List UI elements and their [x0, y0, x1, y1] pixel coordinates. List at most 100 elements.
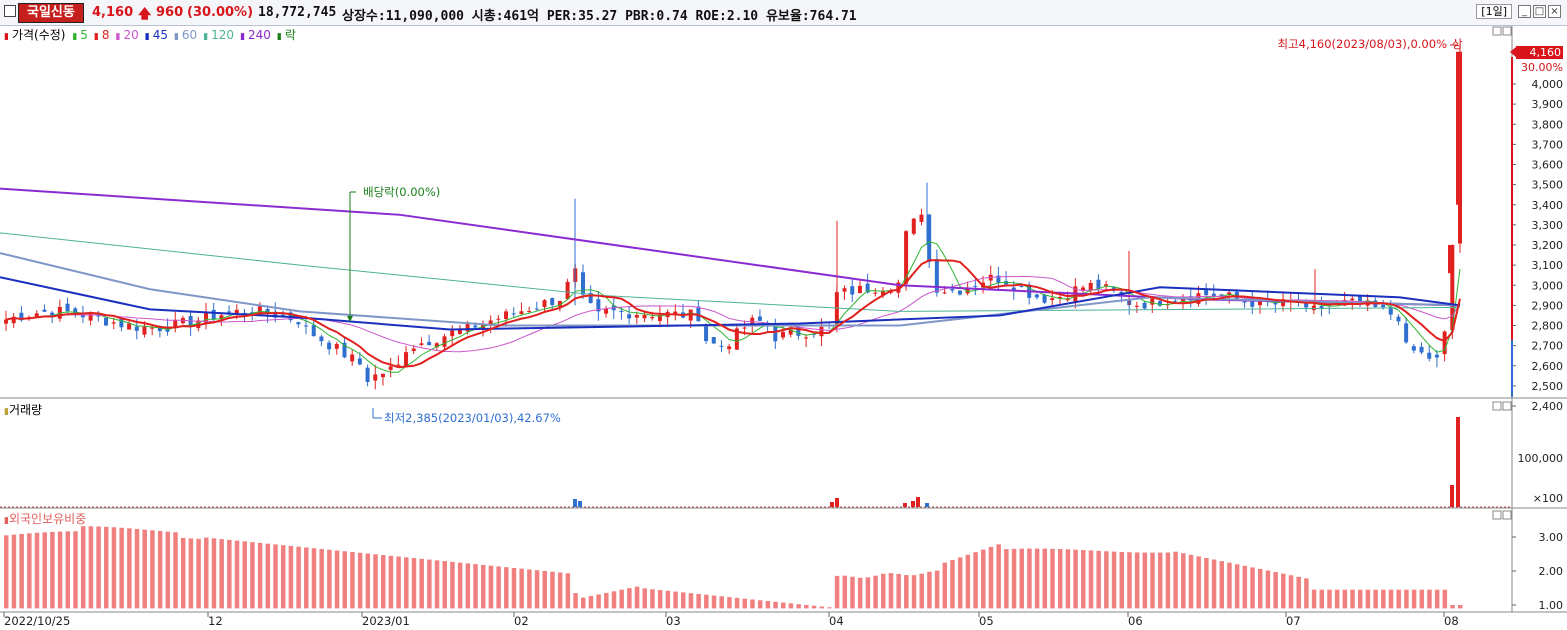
- foreign-bar: [504, 567, 509, 609]
- candle-body: [104, 317, 109, 326]
- candle-body: [488, 320, 493, 324]
- candle-body: [750, 317, 755, 324]
- candle-body: [1065, 298, 1070, 301]
- foreign-bar: [1419, 589, 1425, 609]
- candle-body: [711, 337, 716, 344]
- candle-body: [1150, 297, 1155, 305]
- foreign-bar: [1388, 589, 1394, 609]
- candle-body: [1357, 296, 1362, 304]
- y-tick-label: 3,400: [1532, 199, 1564, 212]
- foreign-bar: [465, 563, 471, 609]
- foreign-bar: [165, 531, 171, 609]
- candle-body: [527, 310, 532, 312]
- candle-body: [88, 312, 93, 321]
- volume-bar: [911, 501, 915, 507]
- foreign-bar: [673, 591, 678, 609]
- foreign-bar: [742, 598, 748, 609]
- candle-body: [80, 314, 85, 318]
- foreign-bar: [327, 549, 332, 609]
- foreign-bar: [1257, 568, 1263, 609]
- candle-body: [1081, 287, 1086, 291]
- ma-legend: ▮ 5 ▮ 8 ▮ 20 ▮ 45 ▮ 60 ▮ 120 ▮ 240 ▮ 락: [72, 28, 302, 42]
- candle-body: [927, 214, 932, 262]
- foreign-bar: [973, 552, 978, 609]
- foreign-bar: [750, 599, 755, 609]
- y-tick-label: 3,500: [1532, 179, 1564, 192]
- foreign-bar: [342, 551, 347, 609]
- price-legend: ▮ 가격(수정) ▮ 5 ▮ 8 ▮ 20 ▮ 45 ▮ 60 ▮ 120 ▮ 240 ▮ 락: [4, 26, 305, 43]
- price-pointer-icon: [1510, 47, 1516, 57]
- candle-body: [1404, 323, 1409, 343]
- date-label: 2022/10/25: [4, 614, 71, 628]
- foreign-bar: [1011, 548, 1017, 609]
- candle-body: [73, 308, 78, 315]
- ma-legend-2: ▮ 20: [115, 28, 139, 42]
- foreign-bar: [357, 552, 363, 609]
- foreign-bar: [734, 597, 740, 609]
- foreign-bar: [388, 555, 394, 609]
- foreign-bar: [1150, 552, 1155, 609]
- foreign-bar: [1334, 589, 1340, 609]
- foreign-bar: [311, 548, 317, 609]
- foreign-bar: [1188, 554, 1194, 609]
- candle-body: [1257, 298, 1262, 306]
- foreign-bar: [1165, 552, 1171, 609]
- foreign-bar: [1296, 576, 1301, 609]
- date-label: 2023/01: [362, 614, 410, 628]
- foreign-bar: [1273, 572, 1278, 609]
- stock-name-badge[interactable]: 국일신동: [18, 3, 84, 23]
- candle-body: [465, 322, 470, 332]
- close-icon[interactable]: ×: [1548, 5, 1561, 18]
- low-note: 최저2,385(2023/01/03),42.67%: [384, 411, 561, 425]
- candle-body: [627, 314, 632, 319]
- maximize-icon[interactable]: □: [1533, 5, 1546, 18]
- foreign-tick-label: 1.00: [1539, 599, 1564, 612]
- foreign-bar: [1211, 559, 1217, 609]
- ma-legend-7: ▮ 락: [276, 28, 296, 42]
- candle-body: [650, 316, 655, 319]
- candle-body: [211, 309, 216, 320]
- candle-body: [734, 328, 739, 350]
- foreign-bar: [365, 553, 371, 609]
- foreign-bar: [819, 606, 824, 609]
- minimize-icon[interactable]: _: [1518, 5, 1531, 18]
- foreign-bar: [604, 592, 609, 609]
- volume-bar: [578, 501, 582, 507]
- candle-body: [519, 311, 524, 314]
- candle-body: [950, 289, 955, 291]
- ma8-line: [5, 259, 1461, 369]
- foreign-bar: [827, 607, 832, 609]
- foreign-bar: [1127, 552, 1132, 609]
- foreign-bar: [873, 575, 878, 609]
- foreign-bar: [219, 539, 224, 609]
- select-checkbox[interactable]: [4, 5, 16, 17]
- foreign-bar: [1111, 551, 1117, 609]
- period-selector[interactable]: [1일]: [1476, 4, 1512, 19]
- foreign-tick-label: 2.00: [1539, 565, 1564, 578]
- foreign-bar: [988, 546, 994, 609]
- foreign-bar: [1288, 575, 1294, 609]
- candle-body: [219, 315, 224, 319]
- axis-range-bar: [1511, 57, 1513, 397]
- foreign-bar: [773, 601, 778, 609]
- candle-body: [96, 315, 101, 317]
- foreign-bar: [1119, 551, 1125, 609]
- foreign-bar: [65, 531, 71, 609]
- foreign-bar: [434, 560, 440, 609]
- upper-limit-marker: 상: [1452, 37, 1463, 51]
- foreign-bar: [496, 566, 501, 609]
- y-tick-label: 4,000: [1532, 78, 1564, 91]
- candle-body: [857, 285, 862, 294]
- foreign-bar: [719, 596, 724, 609]
- candle-body: [150, 327, 155, 329]
- foreign-bar: [96, 526, 101, 609]
- foreign-bar: [334, 550, 340, 609]
- foreign-bar: [142, 529, 147, 609]
- foreign-bar: [1181, 553, 1186, 609]
- foreign-bar: [588, 596, 594, 609]
- foreign-bar: [304, 547, 309, 609]
- ma-legend-4: ▮ 60: [173, 28, 198, 42]
- candle-body: [311, 325, 316, 337]
- foreign-bar: [711, 595, 717, 609]
- ma45-line: [0, 276, 1461, 331]
